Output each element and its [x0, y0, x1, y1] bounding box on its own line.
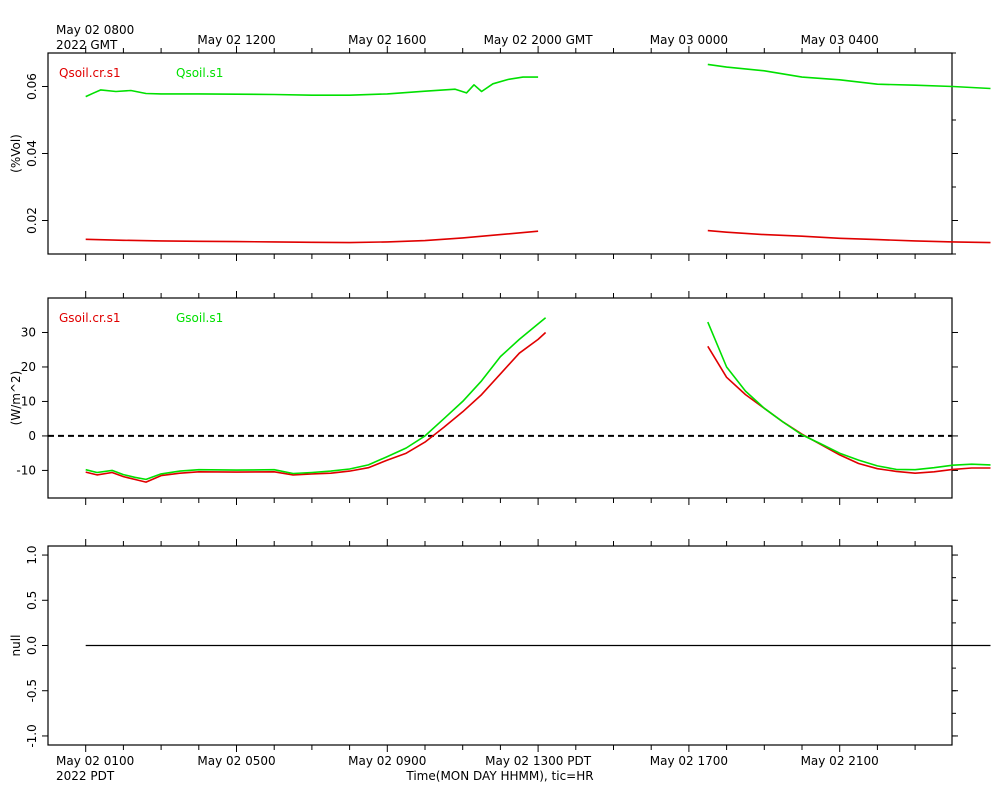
- y-tick-label: 20: [21, 360, 36, 374]
- series-line: [85, 317, 547, 481]
- top-time-first-line1: May 02 0800: [56, 23, 134, 37]
- moisture-panel: 0.02 0.04 0.06 (%Vol) Qsoil.cr.s1 Qsoil.s1: [9, 46, 991, 261]
- legend-entry: Qsoil.cr.s1: [59, 66, 121, 80]
- y-axis-title: (W/m^2): [9, 371, 23, 426]
- series-line: [707, 63, 991, 90]
- legend-entry: Qsoil.s1: [176, 66, 223, 80]
- top-time-label: May 02 1200: [197, 33, 275, 47]
- series-line: [85, 331, 547, 483]
- bottom-time-label: May 02 0500: [197, 754, 275, 768]
- bottom-time-label: May 02 1700: [650, 754, 728, 768]
- bottom-time-label: May 02 1300 PDT: [485, 754, 592, 768]
- series-line: [85, 76, 539, 98]
- y-tick-label: -0.5: [25, 679, 39, 702]
- top-time-first-line2: 2022 GMT: [56, 38, 118, 52]
- bottom-time-first-line1: May 02 0100: [56, 754, 134, 768]
- y-tick-label: 0: [28, 429, 36, 443]
- y-tick-label: -10: [16, 463, 36, 477]
- x-axis-title: Time(MON DAY HHMM), tic=HR: [405, 769, 593, 783]
- bottom-time-label: May 02 2100: [801, 754, 879, 768]
- y-tick-label: 0.0: [25, 636, 39, 655]
- series-line: [707, 321, 991, 471]
- legend-entry: Gsoil.cr.s1: [59, 311, 121, 325]
- y-tick-label: 10: [21, 394, 36, 408]
- y-tick-label: 0.02: [25, 207, 39, 234]
- y-axis-title: null: [9, 635, 23, 657]
- plot-frame: [47, 52, 953, 255]
- legend-entry: Gsoil.s1: [176, 311, 223, 325]
- top-time-label: May 02 2000 GMT: [484, 33, 594, 47]
- y-axis-title: (%Vol): [9, 134, 23, 173]
- y-tick-label: 0.04: [25, 140, 39, 167]
- top-time-labels: May 02 1200 May 02 1600 May 02 2000 GMT May…: [197, 33, 878, 47]
- bottom-time-first-line2: 2022 PDT: [56, 769, 115, 783]
- y-tick-label: 30: [21, 325, 36, 339]
- series-line: [707, 229, 991, 244]
- y-tick-label: 0.06: [25, 73, 39, 100]
- bottom-time-labels: May 02 0500 May 02 0900 May 02 1300 PDT May…: [197, 754, 878, 768]
- y-tick-label: 1.0: [25, 545, 39, 564]
- top-time-label: May 03 0000: [650, 33, 728, 47]
- plot-frame: [47, 297, 953, 499]
- y-tick-label: 0.5: [25, 591, 39, 610]
- y-tick-label: -1.0: [25, 724, 39, 747]
- series-line: [85, 230, 539, 244]
- top-time-label: May 03 0400: [801, 33, 879, 47]
- top-time-label: May 02 1600: [348, 33, 426, 47]
- heat-flux-panel: -10 0 10 20 30 (W/m^2) Gsoil.cr.s1 Gsoil.s1: [9, 291, 991, 505]
- bottom-time-label: May 02 0900: [348, 754, 426, 768]
- series-line: [707, 345, 991, 475]
- null-panel: -1.0 -0.5 0.0 0.5 1.0 null: [9, 539, 991, 752]
